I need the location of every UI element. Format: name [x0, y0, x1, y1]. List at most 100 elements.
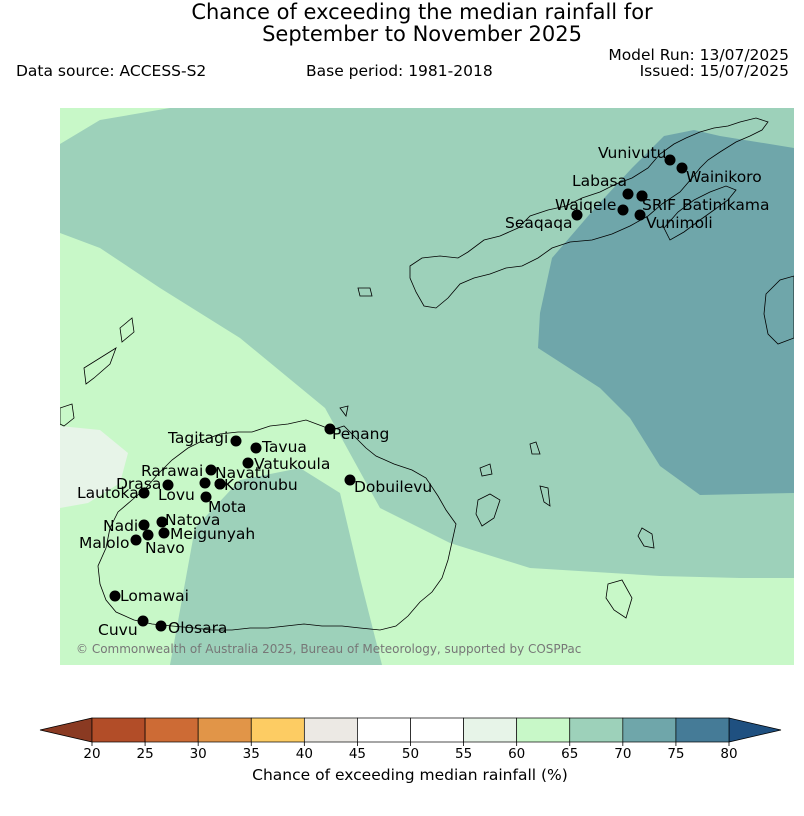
station-marker-seaqaqa [571, 209, 583, 221]
colorbar-label: Chance of exceeding median rainfall (%) [252, 766, 568, 784]
yadua-coast [357, 287, 373, 297]
station-marker-tagitagi [230, 435, 242, 447]
station-label-meigunyah: Meigunyah [170, 525, 255, 543]
colorbar-tick-label: 25 [136, 746, 153, 760]
colorbar-tick-label: 50 [402, 746, 419, 760]
copyright-notice: © Commonwealth of Australia 2025, Bureau… [76, 642, 581, 656]
colorbar-svg: 20 25 30 35 40 45 50 55 60 65 70 75 80 [39, 717, 782, 762]
colorbar-bins [91, 717, 730, 743]
nairai-coast [539, 485, 551, 507]
vanua-levu-coast [409, 117, 769, 309]
qamea-coast [763, 275, 794, 345]
station-label-rarawai: Rarawai [141, 462, 203, 480]
colorbar-ticks: 20 25 30 35 40 45 50 55 60 65 70 75 80 [83, 742, 738, 762]
colorbar-tick-label: 45 [349, 746, 366, 760]
station-label-dobuilevu: Dobuilevu [354, 478, 432, 496]
gau-coast [605, 579, 633, 619]
taveuni-coast [663, 185, 737, 241]
station-label-cuvu: Cuvu [98, 621, 138, 639]
station-label-vunivutu: Vunivutu [598, 144, 666, 162]
station-marker-lomawai [109, 590, 121, 602]
map-title-line1: Chance of exceeding the median rainfall … [191, 0, 653, 24]
colorbar-bin [675, 717, 730, 743]
colorbar-bin [197, 717, 252, 743]
colorbar-tick-label: 55 [455, 746, 472, 760]
station-label-batinikama: Batinikama [682, 196, 769, 214]
station-marker-penang [324, 423, 336, 435]
yasawa-coast [83, 347, 117, 385]
coastlines [60, 117, 794, 631]
station-marker-labasa [622, 188, 634, 200]
colorbar-bin [250, 717, 305, 743]
station-marker-lovu [199, 477, 211, 489]
colorbar: 20 25 30 35 40 45 50 55 60 65 70 75 80 [0, 700, 804, 764]
colorbar-tick-label: 65 [561, 746, 578, 760]
koro-coast [637, 527, 655, 549]
station-marker-batinikama [636, 190, 648, 202]
zone-55-60 [60, 426, 128, 508]
beqa-coast [479, 463, 493, 477]
station-marker-wainikoro [676, 162, 688, 174]
station-markers [109, 154, 688, 632]
data-source: Data source: ACCESS-S2 [16, 62, 207, 80]
map-title-line2: September to November 2025 [262, 22, 582, 46]
station-marker-waiqele [617, 204, 629, 216]
station-label-navo: Navo [145, 539, 185, 557]
station-label-nadi: Nadi [103, 517, 138, 535]
colorbar-tick-label: 30 [190, 746, 207, 760]
ovalau-coast [475, 493, 501, 527]
base-period: Base period: 1981-2018 [306, 62, 493, 80]
station-marker-rarawai [205, 464, 217, 476]
colorbar-bin [463, 717, 518, 743]
station-labels: Vunivutu Wainikoro Labasa SRIF Batinikama Wai… [77, 144, 769, 639]
station-marker-natova [156, 516, 168, 528]
colorbar-high-arrow [728, 717, 782, 743]
station-label-mota: Mota [208, 498, 246, 516]
station-marker-dobuilevu [344, 474, 356, 486]
station-marker-lautoka [138, 487, 150, 499]
colorbar-tick-label: 70 [614, 746, 631, 760]
colorbar-tick-label: 40 [296, 746, 313, 760]
colorbar-tick-label: 35 [243, 746, 260, 760]
colorbar-bin [91, 717, 146, 743]
station-label-labasa: Labasa [572, 172, 627, 190]
colorbar-bin [622, 717, 677, 743]
issued-date: Issued: 15/07/2025 [639, 62, 789, 80]
station-label-koronubu: Koronubu [224, 476, 298, 494]
zone-65-70-south [170, 468, 382, 665]
station-marker-drasa [162, 479, 174, 491]
station-label-vatukoula: Vatukoula [254, 455, 330, 473]
vatulele-coast [529, 441, 541, 455]
station-label-malolo: Malolo [79, 534, 129, 552]
station-label-navatu: Navatu [215, 464, 271, 482]
colorbar-bin [303, 717, 358, 743]
station-label-lovu: Lovu [158, 486, 195, 504]
station-label-seaqaqa: Seaqaqa [505, 214, 573, 232]
rainfall-map: Vunivutu Wainikoro Labasa SRIF Batinikama Wai… [60, 108, 794, 665]
yasawa-north-coast [119, 317, 135, 343]
colorbar-tick-label: 60 [508, 746, 525, 760]
map-svg: Vunivutu Wainikoro Labasa SRIF Batinikama Wai… [60, 108, 794, 665]
station-marker-vunivutu [664, 154, 676, 166]
station-label-olosara: Olosara [168, 619, 227, 637]
station-label-srif: SRIF [642, 196, 676, 214]
colorbar-bin [357, 717, 411, 743]
station-marker-vatukoula [242, 457, 254, 469]
station-marker-mota [200, 491, 212, 503]
colorbar-bin [144, 717, 199, 743]
station-label-tavua: Tavua [261, 438, 307, 456]
colorbar-bin [410, 717, 464, 743]
ra-islet-coast [339, 405, 349, 417]
model-run: Model Run: 13/07/2025 [608, 46, 789, 64]
station-label-drasa: Drasa [116, 475, 161, 493]
station-label-tagitagi: Tagitagi [167, 429, 228, 447]
colorbar-tick-label: 80 [720, 746, 737, 760]
station-marker-tavua [250, 442, 262, 454]
station-label-natova: Natova [165, 511, 220, 529]
station-label-lomawai: Lomawai [120, 587, 189, 605]
viti-levu-coast [97, 419, 457, 631]
station-label-lautoka: Lautoka [77, 484, 139, 502]
station-marker-nadi [138, 519, 150, 531]
station-label-penang: Penang [332, 425, 389, 443]
station-marker-navo [142, 529, 154, 541]
